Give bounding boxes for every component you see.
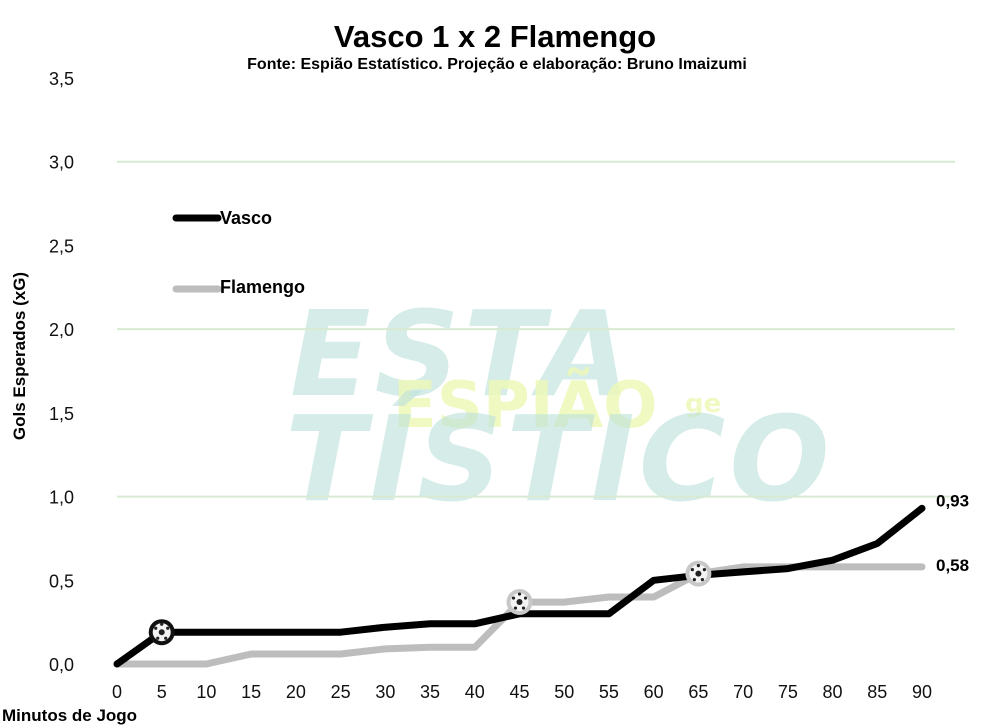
x-tick-label: 15 — [241, 682, 261, 702]
y-axis-title: Gols Esperados (xG) — [10, 272, 29, 440]
x-tick-label: 25 — [331, 682, 351, 702]
series-lines — [113, 504, 926, 668]
chart-subtitle: Fonte: Espião Estatístico. Projeção e el… — [247, 56, 747, 73]
legend-label-flamengo: Flamengo — [220, 277, 305, 297]
watermark-line2-suffix: ge — [685, 389, 721, 419]
end-label-flamengo: 0,58 — [936, 556, 969, 575]
y-tick-label: 0,0 — [49, 655, 74, 675]
end-labels: 0,93 0,58 — [936, 491, 969, 575]
x-tick-label: 65 — [688, 682, 708, 702]
chart-title: Vasco 1 x 2 Flamengo — [334, 19, 656, 54]
x-tick-label: 0 — [112, 682, 122, 702]
x-tick-label: 20 — [286, 682, 306, 702]
y-tick-label: 3,0 — [49, 153, 74, 173]
soccer-ball-icon — [506, 589, 533, 616]
soccer-ball-icon — [685, 560, 712, 587]
x-axis-ticks: 0 5 10 15 20 25 30 35 40 45 50 55 60 65 70 75 80 85 90 — [112, 682, 932, 702]
soccer-ball-icon — [148, 619, 175, 646]
watermark-line2: ESPIÃO — [393, 367, 657, 443]
end-label-vasco: 0,93 — [936, 491, 969, 510]
gridlines — [117, 160, 955, 498]
y-tick-label: 2,5 — [49, 236, 74, 256]
x-tick-label: 5 — [157, 682, 167, 702]
x-tick-label: 55 — [599, 682, 619, 702]
y-tick-label: 3,5 — [49, 69, 74, 89]
y-tick-label: 1,0 — [49, 488, 74, 508]
x-tick-label: 90 — [912, 682, 932, 702]
y-tick-label: 1,5 — [49, 404, 74, 424]
legend: Vasco Flamengo — [172, 208, 305, 297]
watermark: ESTA ESPIÃO ge TÍSTICO — [285, 285, 834, 528]
x-tick-label: 60 — [644, 682, 664, 702]
x-tick-label: 85 — [867, 682, 887, 702]
x-tick-label: 50 — [554, 682, 574, 702]
x-tick-label: 75 — [778, 682, 798, 702]
x-tick-label: 80 — [823, 682, 843, 702]
watermark-line3: TÍSTICO — [285, 390, 834, 528]
legend-label-vasco: Vasco — [220, 208, 272, 228]
x-tick-label: 35 — [420, 682, 440, 702]
y-tick-label: 2,0 — [49, 320, 74, 340]
y-tick-label: 0,5 — [49, 571, 74, 591]
x-tick-label: 10 — [196, 682, 216, 702]
watermark-line1: ESTA — [290, 285, 634, 423]
series-line-vasco — [113, 504, 926, 668]
x-tick-label: 45 — [509, 682, 529, 702]
x-tick-label: 70 — [733, 682, 753, 702]
x-tick-label: 30 — [375, 682, 395, 702]
y-axis-ticks: 0,0 0,5 1,0 1,5 2,0 2,5 3,0 3,5 — [49, 69, 74, 675]
goal-markers — [148, 560, 712, 646]
x-tick-label: 40 — [465, 682, 485, 702]
x-axis-title: Minutos de Jogo — [2, 706, 137, 725]
